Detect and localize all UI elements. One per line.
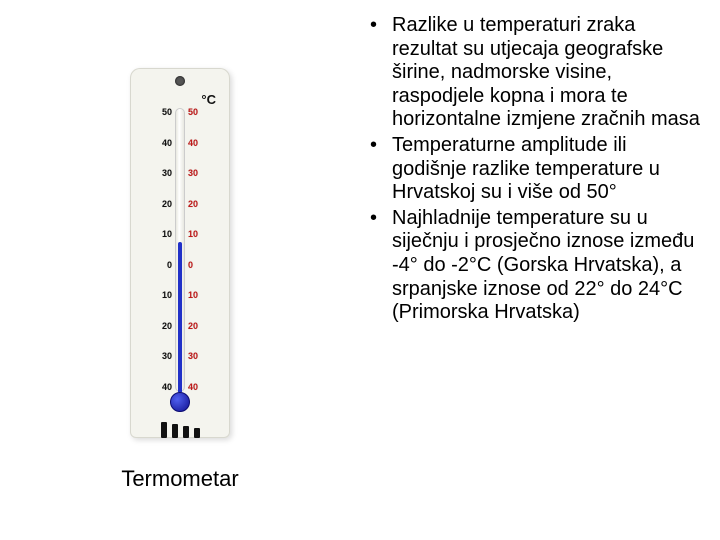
scale-tick: 40 — [188, 139, 222, 148]
foot-bar — [183, 426, 189, 438]
unit-label: °C — [201, 92, 216, 107]
scale-tick: 0 — [188, 261, 222, 270]
foot-bar — [194, 428, 200, 438]
bullet-item: Temperaturne amplitude ili godišnje razl… — [364, 134, 702, 205]
thermometer-mercury — [178, 242, 182, 392]
thermometer-bulb-icon — [170, 392, 190, 412]
scale-tick: 20 — [138, 200, 172, 209]
thermometer-graphic: °C 50 40 30 20 10 0 10 20 30 40 50 40 30… — [130, 68, 230, 438]
scale-tick: 20 — [138, 322, 172, 331]
scale-tick: 40 — [138, 383, 172, 392]
bullet-item: Razlike u temperaturi zraka rezultat su … — [364, 14, 702, 132]
scale-tick: 30 — [138, 169, 172, 178]
scale-tick: 30 — [138, 352, 172, 361]
scale-left: 50 40 30 20 10 0 10 20 30 40 — [138, 108, 172, 392]
foot-bar — [161, 422, 167, 438]
scale-tick: 50 — [138, 108, 172, 117]
scale-tick: 10 — [188, 230, 222, 239]
bullet-list: Razlike u temperaturi zraka rezultat su … — [364, 14, 702, 325]
scale-tick: 40 — [188, 383, 222, 392]
mount-hole-icon — [175, 76, 185, 86]
left-column: °C 50 40 30 20 10 0 10 20 30 40 50 40 30… — [0, 0, 360, 540]
scale-tick: 40 — [138, 139, 172, 148]
thermometer-foot — [130, 416, 230, 438]
foot-bar — [172, 424, 178, 438]
scale-tick: 20 — [188, 200, 222, 209]
scale-tick: 30 — [188, 352, 222, 361]
bullet-item: Najhladnije temperature su u siječnju i … — [364, 207, 702, 325]
slide: °C 50 40 30 20 10 0 10 20 30 40 50 40 30… — [0, 0, 720, 540]
scale-tick: 0 — [138, 261, 172, 270]
scale-tick: 10 — [138, 291, 172, 300]
scale-tick: 10 — [188, 291, 222, 300]
scale-tick: 20 — [188, 322, 222, 331]
scale-tick: 30 — [188, 169, 222, 178]
image-caption: Termometar — [121, 466, 238, 492]
scale-tick: 50 — [188, 108, 222, 117]
scale-right: 50 40 30 20 10 0 10 20 30 40 — [188, 108, 222, 392]
scale-tick: 10 — [138, 230, 172, 239]
right-column: Razlike u temperaturi zraka rezultat su … — [360, 0, 720, 540]
